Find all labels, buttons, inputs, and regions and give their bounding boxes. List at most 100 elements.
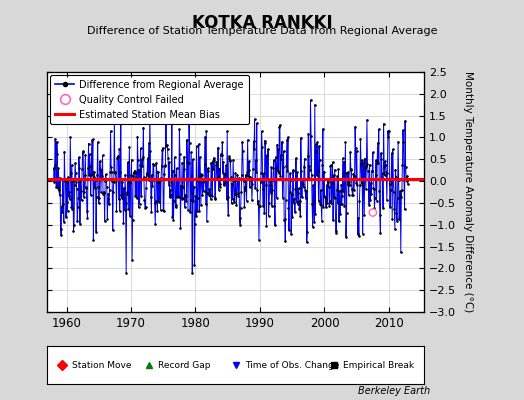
Point [74, 195, 82, 201]
Point [244, 137, 252, 143]
Point [129, 169, 138, 176]
Point [337, 181, 345, 188]
Point [261, 140, 269, 146]
Point [149, 160, 157, 167]
Point [222, 176, 230, 182]
Point [339, 188, 347, 194]
Point [175, 126, 183, 132]
Point [154, 180, 162, 186]
Point [70, 182, 79, 188]
Point [306, 167, 314, 173]
Point [241, 184, 249, 190]
Point [117, 120, 125, 126]
Point [213, 175, 221, 181]
Point [52, 184, 60, 190]
Point [356, 182, 364, 188]
Point [266, 182, 274, 189]
Point [362, 163, 370, 170]
Point [386, 204, 394, 210]
Point [315, 157, 324, 164]
Point [296, 212, 304, 219]
Point [218, 139, 226, 146]
Point [135, 166, 143, 173]
Point [396, 192, 404, 198]
Point [230, 177, 238, 184]
Point [265, 200, 274, 206]
Point [268, 202, 276, 209]
Point [328, 200, 336, 206]
Point [377, 150, 385, 156]
Point [168, 119, 176, 125]
Point [101, 218, 109, 224]
Point [164, 155, 172, 161]
Point [362, 186, 370, 192]
Point [287, 231, 296, 237]
Point [256, 202, 264, 209]
Point [110, 178, 118, 185]
Point [342, 234, 350, 240]
Point [86, 163, 94, 170]
Point [148, 182, 157, 189]
Point [254, 201, 262, 208]
Point [290, 200, 298, 206]
Point [216, 184, 224, 190]
Point [49, 165, 58, 171]
Point [178, 160, 186, 166]
Point [366, 196, 374, 203]
Point [215, 166, 223, 172]
Point [55, 187, 63, 194]
Point [141, 204, 149, 211]
Point [274, 168, 282, 174]
Point [402, 178, 411, 184]
Point [244, 172, 253, 179]
Point [151, 198, 160, 204]
Point [379, 205, 387, 212]
Point [185, 140, 194, 146]
Text: KOTKA RANKKI: KOTKA RANKKI [192, 14, 332, 32]
Point [212, 159, 221, 166]
Point [219, 159, 227, 165]
Point [77, 178, 85, 184]
Point [182, 198, 191, 204]
Point [369, 185, 378, 192]
Point [92, 229, 100, 235]
Point [368, 167, 377, 174]
Point [285, 227, 293, 233]
Point [243, 198, 251, 204]
Point [172, 202, 180, 208]
Text: Difference of Station Temperature Data from Regional Average: Difference of Station Temperature Data f… [87, 26, 437, 36]
Point [110, 115, 118, 121]
Point [129, 172, 137, 179]
Point [269, 164, 278, 171]
Point [196, 202, 205, 208]
Point [236, 205, 245, 212]
Point [62, 214, 70, 220]
Point [318, 218, 326, 225]
Point [210, 155, 218, 161]
Point [264, 176, 272, 182]
Point [373, 198, 381, 204]
Point [90, 168, 98, 175]
Point [326, 162, 335, 169]
Point [131, 193, 139, 200]
Point [330, 172, 338, 178]
Point [395, 177, 403, 183]
Point [231, 190, 239, 197]
Point [358, 157, 366, 164]
Point [403, 180, 412, 187]
Point [151, 221, 159, 228]
Point [347, 167, 356, 173]
Point [68, 206, 77, 212]
Point [148, 172, 156, 178]
Point [149, 162, 158, 169]
Point [150, 177, 158, 183]
Point [191, 221, 199, 228]
Point [249, 166, 257, 172]
Point [252, 157, 260, 163]
Point [190, 262, 199, 268]
Point [142, 185, 150, 192]
Point [357, 161, 365, 168]
Point [250, 116, 259, 122]
Point [286, 170, 294, 177]
Point [400, 206, 409, 212]
